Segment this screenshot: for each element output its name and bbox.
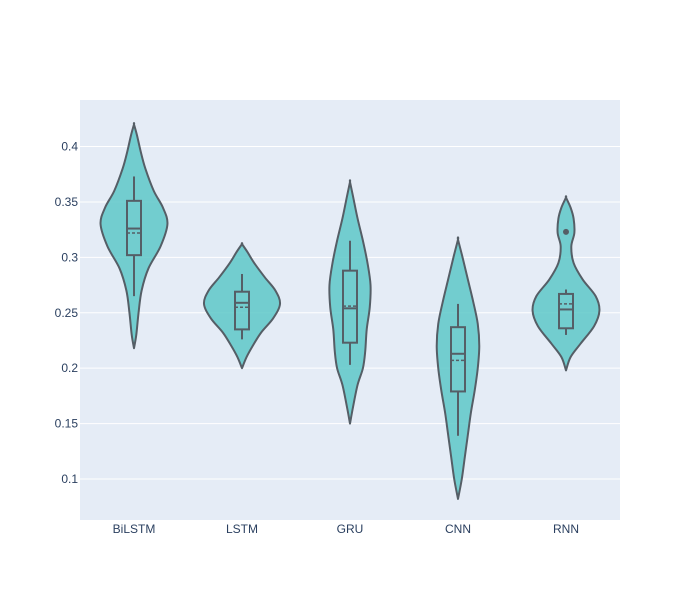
x-tick-label: CNN: [445, 522, 471, 536]
x-axis-ticks: BiLSTM LSTM GRU CNN RNN: [113, 522, 579, 536]
violin-body: [202, 242, 282, 370]
x-tick-label: RNN: [553, 522, 579, 536]
x-tick-label: LSTM: [226, 522, 258, 536]
x-tick-label: BiLSTM: [113, 522, 156, 536]
violin-body: [99, 121, 169, 350]
violin-bilstm: [99, 121, 169, 350]
x-tick-label: GRU: [337, 522, 364, 536]
y-tick-label: 0.1: [61, 472, 78, 486]
iqr-box: [450, 326, 466, 393]
violin-body: [328, 179, 372, 425]
violin-cnn: [435, 236, 481, 500]
outlier-point: [563, 228, 569, 235]
y-tick-label: 0.2: [61, 361, 78, 375]
y-tick-label: 0.25: [55, 306, 79, 320]
violin-body: [531, 195, 601, 372]
violin-gru: [328, 179, 372, 425]
y-tick-label: 0.35: [55, 195, 79, 209]
y-tick-label: 0.4: [61, 140, 78, 154]
violins: [99, 121, 601, 500]
violin-body: [435, 236, 481, 500]
y-axis-ticks: 0.1 0.15 0.2 0.25 0.3 0.35 0.4: [55, 140, 79, 486]
y-tick-label: 0.15: [55, 417, 79, 431]
iqr-box: [234, 290, 250, 331]
y-tick-label: 0.3: [61, 250, 78, 264]
violin-lstm: [202, 242, 282, 370]
iqr-box: [558, 292, 574, 330]
violin-rnn: [531, 195, 601, 372]
